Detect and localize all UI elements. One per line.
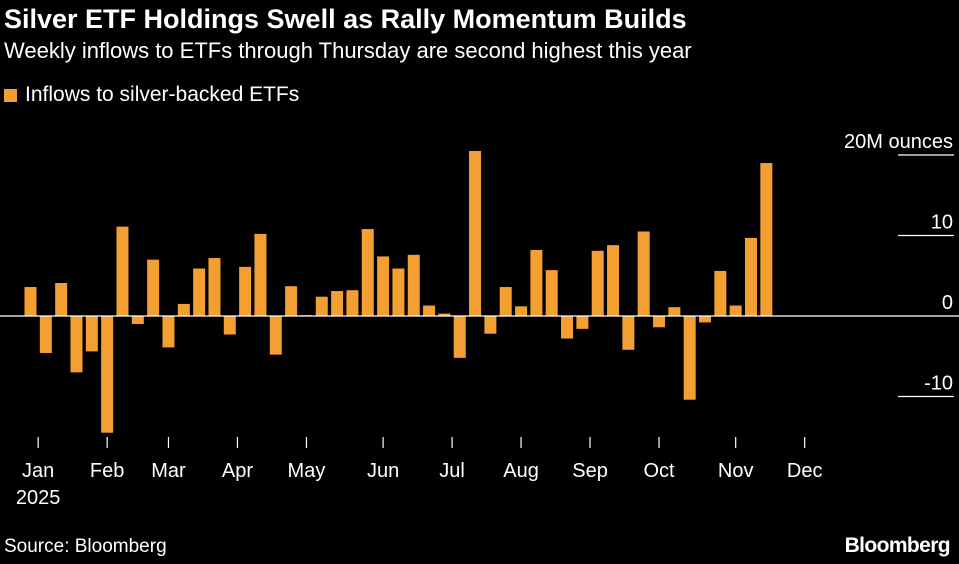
bar [714, 270, 727, 316]
x-tick-label: Dec [787, 460, 823, 482]
x-tick-label: Nov [718, 460, 754, 482]
bar [423, 305, 436, 317]
bar [70, 316, 83, 373]
bar [85, 316, 98, 352]
bar [699, 316, 712, 323]
y-tick-label: -10 [924, 373, 953, 395]
bar [561, 316, 574, 339]
bar [576, 316, 589, 329]
bar [469, 150, 482, 316]
bar [622, 316, 635, 350]
x-tick-label: Jul [439, 460, 465, 482]
bar [745, 237, 758, 316]
bar [147, 259, 160, 316]
bar [607, 245, 620, 316]
bar [269, 316, 282, 355]
x-tick-label: Sep [572, 460, 608, 482]
bloomberg-logo: Bloomberg [844, 534, 951, 557]
bar [668, 307, 681, 316]
bar [116, 226, 129, 316]
x-tick-label: Oct [643, 460, 675, 482]
bar [162, 316, 175, 348]
x-year-label: 2025 [16, 487, 61, 509]
bar [729, 305, 742, 317]
bar [315, 296, 328, 316]
x-tick-label: Feb [90, 460, 124, 482]
legend: Inflows to silver-backed ETFs [4, 82, 299, 108]
legend-swatch [4, 88, 17, 102]
bar [392, 268, 405, 316]
bar [331, 291, 344, 317]
x-tick-label: May [288, 460, 326, 482]
y-tick-label: 20M ounces [844, 131, 953, 153]
bar [208, 258, 221, 316]
bar [346, 290, 359, 316]
chart-title: Silver ETF Holdings Swell as Rally Momen… [4, 4, 687, 34]
bar [760, 163, 773, 316]
legend-label: Inflows to silver-backed ETFs [25, 83, 300, 106]
x-tick-label: Apr [222, 460, 253, 482]
bar [438, 313, 451, 316]
bar [377, 256, 390, 316]
bar [285, 286, 298, 316]
bar [24, 287, 37, 316]
bar [239, 266, 252, 316]
bar [530, 249, 543, 316]
bar [254, 233, 267, 316]
bar [591, 250, 604, 316]
bar [193, 268, 206, 316]
x-tick-label: Aug [503, 460, 539, 482]
x-tick-label: Jan [22, 460, 54, 482]
y-tick-label: 10 [931, 212, 953, 234]
bar [484, 316, 497, 334]
y-tick-label: 0 [942, 292, 953, 314]
bar [39, 316, 52, 354]
bar [55, 283, 68, 317]
x-tick-label: Mar [151, 460, 186, 482]
bar [545, 270, 558, 317]
bar [653, 316, 666, 328]
bar [361, 229, 374, 316]
bar [499, 287, 512, 316]
bar [223, 316, 236, 335]
bar [637, 231, 650, 316]
bar [101, 316, 114, 433]
bar [453, 316, 466, 358]
bar [407, 254, 420, 316]
bar [683, 316, 696, 400]
bar [515, 306, 528, 316]
x-tick-label: Jun [367, 460, 399, 482]
bar [131, 316, 144, 325]
source-note: Source: Bloomberg [4, 536, 167, 557]
bar [177, 303, 190, 317]
chart-subtitle: Weekly inflows to ETFs through Thursday … [4, 38, 692, 63]
